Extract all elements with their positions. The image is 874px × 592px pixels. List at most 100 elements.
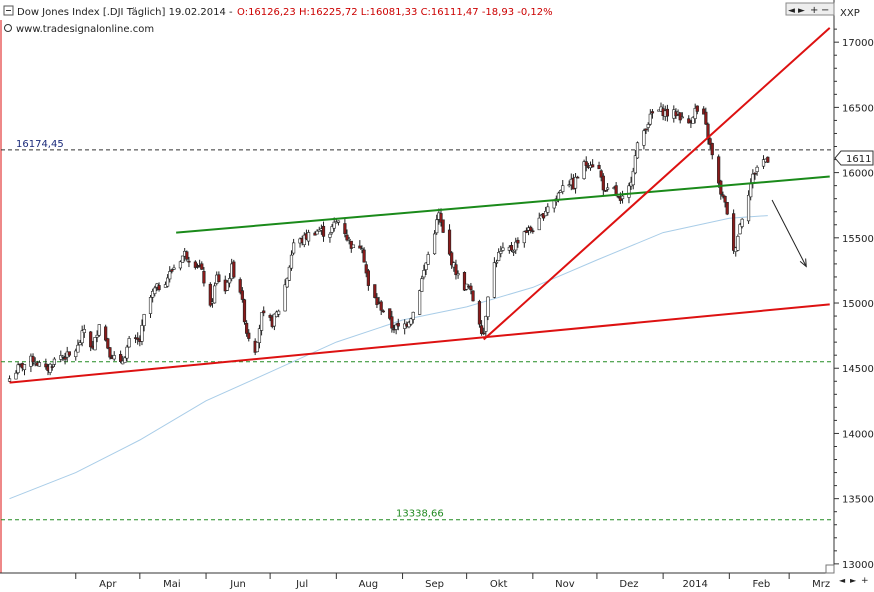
y-tick-label-8: 17000,: [842, 38, 874, 49]
candle-body-125: [381, 310, 385, 313]
y-tick-label-0: 13000,: [842, 560, 874, 571]
candle-body-107: [330, 226, 334, 233]
candle-body-200: [605, 187, 610, 190]
candle-body-0: [7, 378, 12, 382]
scroll-plus-icon[interactable]: +: [861, 576, 869, 586]
x-tick-label-2: Jun: [229, 579, 246, 590]
candle-body-236: [717, 156, 721, 184]
candle-body-203: [616, 195, 620, 198]
candle-body-47: [151, 291, 155, 298]
y-tick-label-1: 13500,: [842, 495, 874, 506]
candle-body-22: [76, 344, 80, 353]
candle-body-138: [422, 270, 426, 278]
candle-body-162: [494, 261, 499, 264]
candle-body-92: [285, 277, 289, 288]
candle-body-95: [292, 242, 296, 254]
candle-body-198: [601, 175, 605, 191]
website-label: www.tradesignalonline.com: [16, 24, 154, 35]
candle-body-32: [106, 338, 110, 349]
scroll-left-icon[interactable]: ◄: [839, 576, 846, 585]
candle-body-121: [373, 284, 377, 298]
candle-body-160: [486, 296, 490, 317]
candle-body-44: [140, 325, 144, 342]
candle-body-18: [63, 357, 67, 360]
candle-body-79: [245, 322, 249, 334]
candle-body-209: [633, 155, 637, 174]
candle-body-72: [225, 282, 230, 291]
scroll-right-icon[interactable]: ►: [850, 576, 857, 585]
candle-body-163: [497, 252, 501, 261]
candle-body-154: [469, 285, 473, 291]
candle-body-135: [411, 311, 415, 320]
candle-body-61: [193, 261, 197, 268]
nav-right-icon[interactable]: ►: [798, 6, 805, 16]
candle-body-249: [753, 172, 757, 175]
candle-body-220: [665, 108, 669, 117]
candle-body-225: [680, 116, 684, 119]
candle-body-106: [328, 233, 332, 238]
x-tick-label-8: Dez: [619, 579, 638, 590]
candle-body-110: [336, 220, 341, 223]
candle-body-158: [482, 332, 486, 335]
candle-body-80: [247, 332, 251, 339]
candle-body-116: [358, 245, 362, 249]
candle-body-10: [37, 362, 42, 367]
candle-body-159: [484, 315, 488, 332]
candle-body-140: [426, 254, 430, 265]
x-tick-label-10: Feb: [753, 579, 771, 590]
candle-body-196: [597, 164, 601, 170]
nav-button-box[interactable]: [785, 2, 835, 16]
candle-body-117: [360, 248, 364, 250]
candle-body-141: [432, 233, 437, 255]
chart-title: Dow Jones Index [.DJI Täglich] 19.02.201…: [17, 7, 233, 18]
candle-body-118: [362, 249, 366, 263]
candle-body-130: [396, 322, 400, 327]
candle-body-15: [52, 358, 56, 365]
candle-body-17: [61, 355, 65, 358]
resize-handle[interactable]: [825, 564, 835, 574]
candle-body-144: [439, 213, 443, 223]
candle-body-211: [642, 130, 646, 146]
zoom-in-icon[interactable]: +: [810, 5, 818, 16]
candle-body-85: [262, 310, 266, 314]
candle-body-145: [441, 219, 445, 233]
candle-body-172: [524, 230, 529, 233]
x-tick-label-0: Apr: [99, 579, 117, 590]
moving-average-line: [9, 215, 768, 500]
candle-body-73: [227, 278, 232, 284]
last-price-label: 1611: [846, 154, 871, 165]
candle-body-192: [584, 161, 588, 166]
candle-body-28: [93, 337, 97, 351]
candle-body-20: [67, 351, 71, 356]
x-tick-label-5: Sep: [425, 579, 444, 590]
candle-body-64: [200, 263, 204, 270]
candle-body-210: [635, 142, 640, 159]
candle-body-50: [157, 285, 161, 291]
candle-body-5: [22, 364, 27, 371]
nav-left-icon[interactable]: ◄: [788, 6, 795, 16]
candle-body-134: [409, 318, 413, 325]
candle-body-36: [119, 354, 123, 362]
candle-body-103: [317, 229, 321, 232]
candle-body-147: [450, 252, 454, 266]
candle-body-165: [501, 247, 505, 251]
candle-body-244: [738, 224, 742, 235]
candle-body-54: [170, 269, 174, 272]
candle-body-136: [418, 290, 422, 315]
zoom-out-icon[interactable]: −: [821, 5, 829, 16]
candle-body-243: [736, 236, 740, 251]
candle-body-7: [31, 356, 35, 363]
candle-body-137: [420, 278, 424, 292]
x-axis: Apr Mai Jun Jul Aug Sep Okt Nov Dez 2014 Feb Mrz: [75, 573, 830, 590]
candle-body-146: [447, 229, 452, 255]
candle-body-21: [74, 350, 78, 358]
moving-average-layer: [9, 215, 768, 500]
candle-body-82: [255, 342, 259, 353]
candle-body-70: [217, 274, 221, 282]
candle-body-238: [721, 194, 725, 197]
candle-body-170: [516, 239, 520, 244]
x-tick-label-4: Aug: [359, 579, 379, 590]
candle-body-142: [435, 219, 439, 234]
candle-body-156: [477, 301, 482, 325]
